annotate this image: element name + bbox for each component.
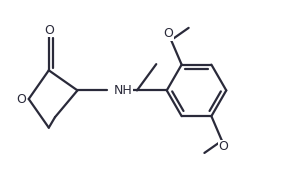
Text: O: O	[16, 93, 26, 105]
Text: NH: NH	[114, 84, 132, 97]
Text: O: O	[219, 141, 229, 153]
Text: O: O	[44, 24, 54, 37]
Text: O: O	[164, 27, 173, 40]
